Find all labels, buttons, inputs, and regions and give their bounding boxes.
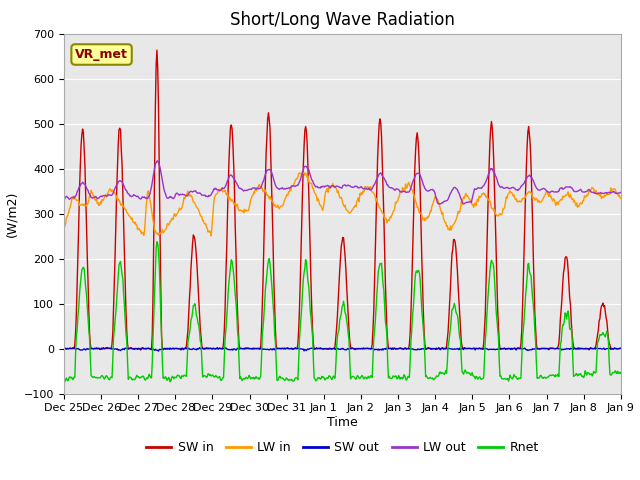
SW out <box>215 346 223 351</box>
LW in <box>617 195 625 201</box>
LW out <box>411 174 419 180</box>
Rnet <box>185 335 193 340</box>
Y-axis label: (W/m2): (W/m2) <box>5 191 19 237</box>
Legend: SW in, LW in, SW out, LW out, Rnet: SW in, LW in, SW out, LW out, Rnet <box>141 436 543 459</box>
Rnet <box>153 239 161 245</box>
SW in <box>127 346 135 351</box>
SW in <box>185 312 193 317</box>
Title: Short/Long Wave Radiation: Short/Long Wave Radiation <box>230 11 455 29</box>
Rnet <box>214 375 222 381</box>
LW in <box>214 189 222 194</box>
SW out <box>60 346 68 351</box>
SW out <box>70 345 78 350</box>
Text: VR_met: VR_met <box>75 48 128 61</box>
SW out <box>617 346 625 351</box>
SW in <box>60 346 68 351</box>
LW out <box>127 194 135 200</box>
LW out <box>617 190 625 195</box>
LW out <box>185 191 193 197</box>
Line: SW out: SW out <box>64 348 621 351</box>
LW out <box>60 196 68 202</box>
SW in <box>617 346 625 351</box>
SW out <box>186 346 193 352</box>
SW out <box>71 346 79 351</box>
Line: LW in: LW in <box>64 171 621 236</box>
Line: Rnet: Rnet <box>64 242 621 382</box>
LW in <box>127 216 135 222</box>
LW in <box>70 196 78 202</box>
LW out <box>70 195 78 201</box>
SW out <box>155 348 163 354</box>
Rnet <box>428 375 435 381</box>
LW out <box>154 158 161 164</box>
SW in <box>411 166 419 172</box>
Line: LW out: LW out <box>64 161 621 204</box>
Rnet <box>127 375 135 381</box>
SW out <box>428 346 436 352</box>
LW in <box>299 168 307 174</box>
SW in <box>214 346 222 351</box>
Rnet <box>70 374 78 380</box>
SW in <box>428 346 435 351</box>
SW in <box>70 346 78 351</box>
LW out <box>436 201 444 207</box>
X-axis label: Time: Time <box>327 416 358 429</box>
Rnet <box>617 371 625 376</box>
LW in <box>412 198 419 204</box>
LW in <box>207 233 215 239</box>
Line: SW in: SW in <box>64 50 621 348</box>
LW out <box>214 187 222 193</box>
LW in <box>60 222 68 228</box>
Rnet <box>411 279 419 285</box>
SW out <box>128 346 136 352</box>
SW in <box>153 48 161 53</box>
Rnet <box>60 379 68 385</box>
LW in <box>428 204 436 209</box>
LW in <box>184 188 192 194</box>
SW out <box>412 347 419 352</box>
LW out <box>428 187 435 192</box>
